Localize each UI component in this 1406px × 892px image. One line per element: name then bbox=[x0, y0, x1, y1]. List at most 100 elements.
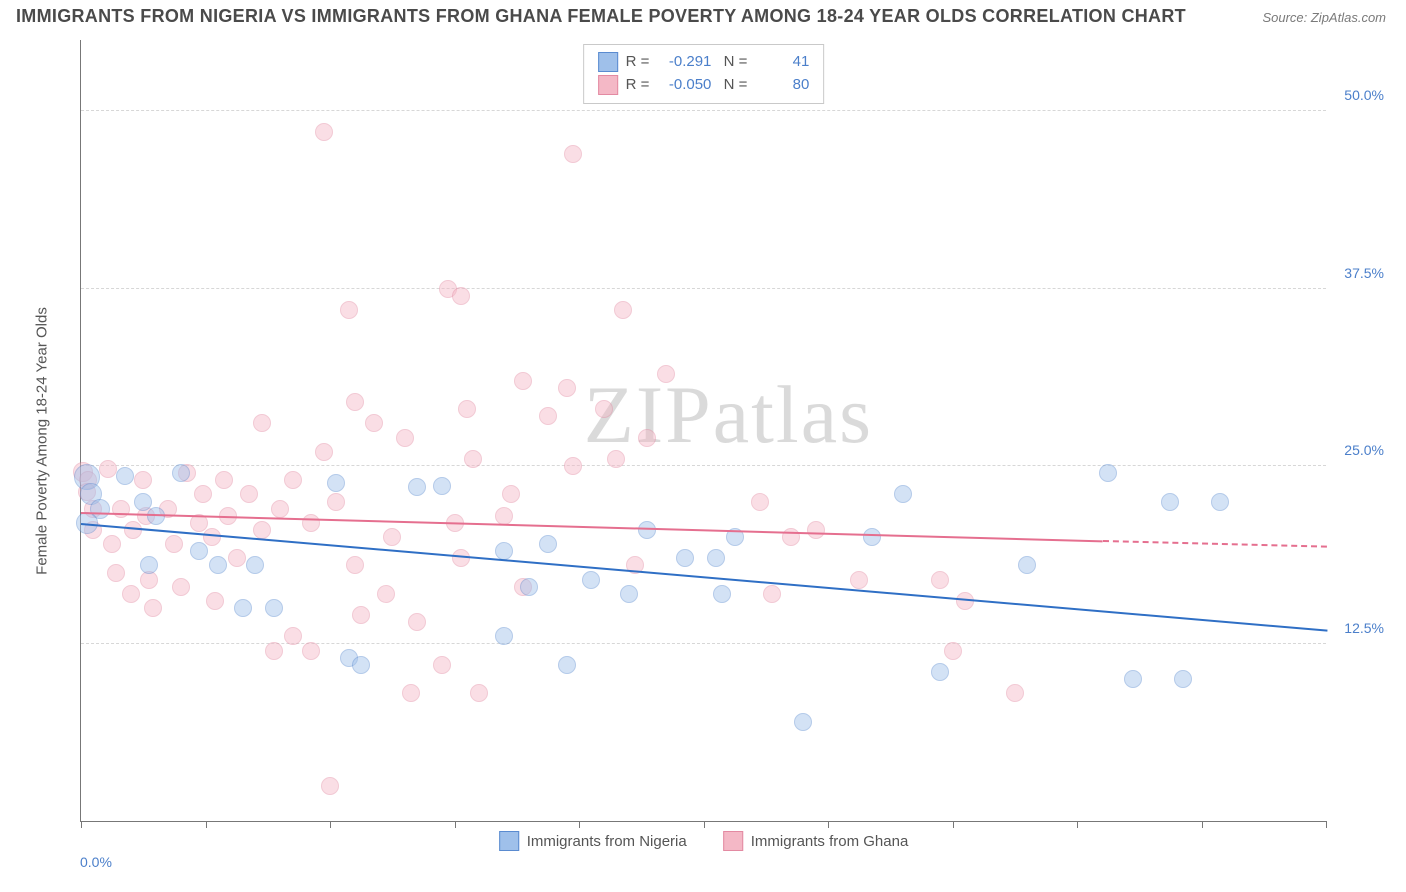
data-point bbox=[931, 663, 949, 681]
y-tick-label: 50.0% bbox=[1330, 87, 1384, 103]
data-point bbox=[944, 642, 962, 660]
data-point bbox=[284, 627, 302, 645]
y-tick-label: 37.5% bbox=[1330, 265, 1384, 281]
data-point bbox=[302, 642, 320, 660]
data-point bbox=[1174, 670, 1192, 688]
data-point bbox=[931, 571, 949, 589]
data-point bbox=[514, 372, 532, 390]
x-tick bbox=[1202, 821, 1203, 828]
x-tick bbox=[81, 821, 82, 828]
bottom-legend: Immigrants from Nigeria Immigrants from … bbox=[499, 831, 909, 851]
data-point bbox=[558, 379, 576, 397]
legend-item-nigeria: Immigrants from Nigeria bbox=[499, 831, 687, 851]
data-point bbox=[452, 549, 470, 567]
data-point bbox=[144, 599, 162, 617]
data-point bbox=[383, 528, 401, 546]
data-point bbox=[1099, 464, 1117, 482]
data-point bbox=[1124, 670, 1142, 688]
data-point bbox=[103, 535, 121, 553]
y-axis-title: Female Poverty Among 18-24 Year Olds bbox=[34, 307, 51, 575]
data-point bbox=[116, 467, 134, 485]
data-point bbox=[539, 407, 557, 425]
x-tick-left: 0.0% bbox=[80, 854, 112, 870]
trend-line-extrapolated bbox=[1103, 540, 1327, 548]
data-point bbox=[396, 429, 414, 447]
data-point bbox=[638, 429, 656, 447]
data-point bbox=[352, 656, 370, 674]
stat-row-nigeria: R = -0.291 N = 41 bbox=[598, 50, 810, 73]
stat-legend: R = -0.291 N = 41 R = -0.050 N = 80 bbox=[583, 44, 825, 104]
data-point bbox=[246, 556, 264, 574]
x-tick bbox=[828, 821, 829, 828]
data-point bbox=[172, 464, 190, 482]
data-point bbox=[558, 656, 576, 674]
data-point bbox=[122, 585, 140, 603]
data-point bbox=[265, 642, 283, 660]
data-point bbox=[352, 606, 370, 624]
data-point bbox=[134, 471, 152, 489]
x-tick bbox=[1326, 821, 1327, 828]
data-point bbox=[539, 535, 557, 553]
legend-item-ghana: Immigrants from Ghana bbox=[723, 831, 909, 851]
data-point bbox=[495, 542, 513, 560]
data-point bbox=[582, 571, 600, 589]
data-point bbox=[458, 400, 476, 418]
data-point bbox=[215, 471, 233, 489]
x-tick bbox=[1077, 821, 1078, 828]
data-point bbox=[676, 549, 694, 567]
data-point bbox=[346, 393, 364, 411]
legend-label-ghana: Immigrants from Ghana bbox=[751, 833, 909, 850]
data-point bbox=[346, 556, 364, 574]
x-tick bbox=[953, 821, 954, 828]
data-point bbox=[707, 549, 725, 567]
data-point bbox=[377, 585, 395, 603]
data-point bbox=[433, 656, 451, 674]
data-point bbox=[253, 414, 271, 432]
data-point bbox=[265, 599, 283, 617]
data-point bbox=[140, 556, 158, 574]
data-point bbox=[206, 592, 224, 610]
data-point bbox=[751, 493, 769, 511]
data-point bbox=[433, 477, 451, 495]
data-point bbox=[495, 627, 513, 645]
data-point bbox=[1211, 493, 1229, 511]
data-point bbox=[620, 585, 638, 603]
data-point bbox=[713, 585, 731, 603]
data-point bbox=[894, 485, 912, 503]
y-tick-label: 25.0% bbox=[1330, 442, 1384, 458]
data-point bbox=[172, 578, 190, 596]
data-point bbox=[203, 528, 221, 546]
data-point bbox=[595, 400, 613, 418]
data-point bbox=[209, 556, 227, 574]
data-point bbox=[1161, 493, 1179, 511]
data-point bbox=[327, 493, 345, 511]
source-label: Source: ZipAtlas.com bbox=[1262, 10, 1386, 25]
x-tick bbox=[455, 821, 456, 828]
data-point bbox=[228, 549, 246, 567]
data-point bbox=[794, 713, 812, 731]
gridline bbox=[81, 110, 1326, 111]
plot-area: Female Poverty Among 18-24 Year Olds ZIP… bbox=[50, 40, 1386, 842]
data-point bbox=[502, 485, 520, 503]
data-point bbox=[321, 777, 339, 795]
data-point bbox=[495, 507, 513, 525]
data-point bbox=[340, 301, 358, 319]
data-point bbox=[165, 535, 183, 553]
data-point bbox=[284, 471, 302, 489]
x-tick bbox=[330, 821, 331, 828]
swatch-ghana-icon bbox=[723, 831, 743, 851]
swatch-nigeria-icon bbox=[499, 831, 519, 851]
swatch-ghana bbox=[598, 75, 618, 95]
gridline bbox=[81, 288, 1326, 289]
data-point bbox=[850, 571, 868, 589]
data-point bbox=[863, 528, 881, 546]
data-point bbox=[464, 450, 482, 468]
data-point bbox=[408, 478, 426, 496]
trend-line bbox=[81, 523, 1327, 632]
data-point bbox=[402, 684, 420, 702]
data-point bbox=[327, 474, 345, 492]
data-point bbox=[657, 365, 675, 383]
data-point bbox=[614, 301, 632, 319]
x-tick bbox=[206, 821, 207, 828]
data-point bbox=[302, 514, 320, 532]
